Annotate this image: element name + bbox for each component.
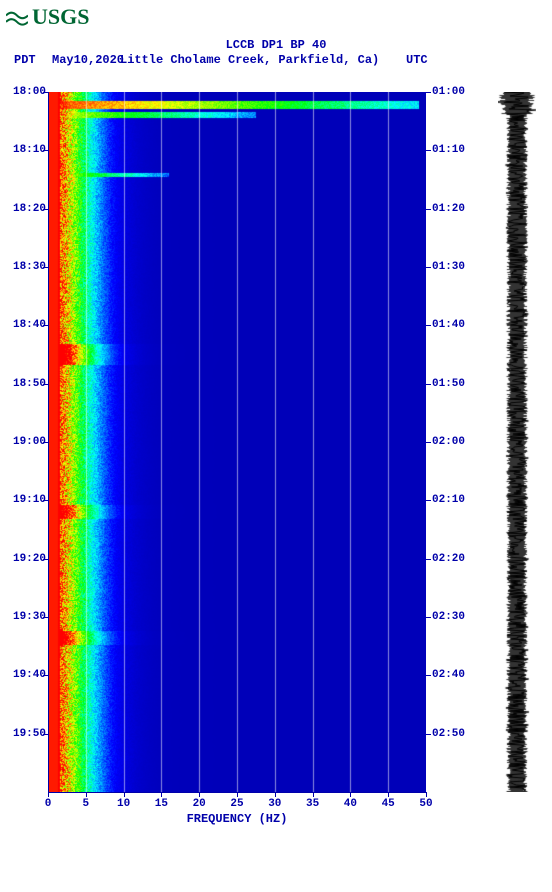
y-right-tick: 02:00: [432, 436, 474, 448]
y-axis-right-ticks: 01:0001:1001:2001:3001:4001:5002:0002:10…: [432, 92, 474, 792]
seismogram-trace: [498, 92, 536, 792]
y-left-tick: 19:50: [6, 728, 46, 740]
y-left-tick: 18:10: [6, 144, 46, 156]
y-left-tick: 19:10: [6, 494, 46, 506]
x-tick: 35: [306, 798, 319, 810]
y-right-tick: 01:40: [432, 319, 474, 331]
y-right-tick: 02:40: [432, 669, 474, 681]
usgs-logo: USGS: [6, 4, 89, 30]
y-right-tick: 01:00: [432, 86, 474, 98]
y-right-tick: 02:10: [432, 494, 474, 506]
y-left-tick: 18:40: [6, 319, 46, 331]
y-left-tick: 18:20: [6, 203, 46, 215]
y-right-tick: 01:50: [432, 378, 474, 390]
x-axis-label: FREQUENCY (HZ): [48, 812, 426, 826]
y-left-tick: 19:40: [6, 669, 46, 681]
date-label: May10,2020: [52, 53, 124, 67]
x-tick: 40: [344, 798, 357, 810]
y-left-tick: 19:20: [6, 553, 46, 565]
x-tick: 5: [82, 798, 89, 810]
x-tick: 15: [155, 798, 168, 810]
location-label: Little Cholame Creek, Parkfield, Ca): [120, 53, 379, 67]
x-tick: 30: [268, 798, 281, 810]
x-tick: 50: [419, 798, 432, 810]
x-tick: 0: [45, 798, 52, 810]
y-axis-left-ticks: 18:0018:1018:2018:3018:4018:5019:0019:10…: [6, 92, 46, 792]
usgs-wave-icon: [6, 8, 28, 26]
y-left-tick: 19:00: [6, 436, 46, 448]
x-tick: 10: [117, 798, 130, 810]
utc-label: UTC: [406, 53, 428, 67]
spectrogram-plot: [48, 92, 426, 792]
y-left-tick: 18:30: [6, 261, 46, 273]
y-left-tick: 18:50: [6, 378, 46, 390]
x-tick: 25: [230, 798, 243, 810]
y-left-tick: 19:30: [6, 611, 46, 623]
chart-title: LCCB DP1 BP 40: [0, 38, 552, 52]
y-right-tick: 01:20: [432, 203, 474, 215]
y-left-tick: 18:00: [6, 86, 46, 98]
y-right-tick: 02:50: [432, 728, 474, 740]
usgs-text: USGS: [32, 4, 89, 30]
x-tick: 45: [382, 798, 395, 810]
y-right-tick: 01:30: [432, 261, 474, 273]
y-right-tick: 01:10: [432, 144, 474, 156]
spectrogram-canvas: [48, 92, 426, 792]
y-right-tick: 02:30: [432, 611, 474, 623]
x-tick: 20: [193, 798, 206, 810]
pdt-label: PDT: [14, 53, 36, 67]
y-right-tick: 02:20: [432, 553, 474, 565]
